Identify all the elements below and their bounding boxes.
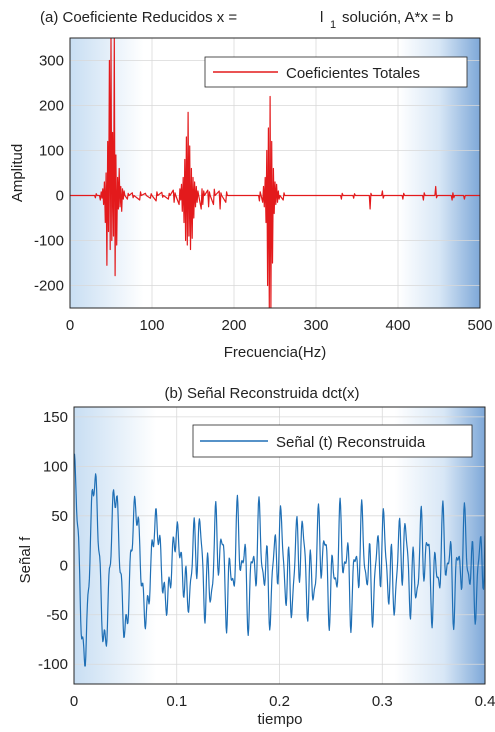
chart-b-axes-box bbox=[73, 406, 486, 685]
chart-0-ytick-label: 200 bbox=[39, 98, 64, 115]
chart-b-series-line bbox=[74, 453, 485, 667]
chart-1-xtick-label: 0.4 bbox=[475, 693, 495, 710]
chart-0-xtick-label: 300 bbox=[303, 317, 328, 334]
chart-b-legend: Señal (t) Reconstruida bbox=[192, 424, 473, 458]
chart-a-series-line bbox=[70, 38, 480, 308]
chart-a: (a) Coeficiente Reducidos x = l 1 soluci… bbox=[9, 9, 493, 361]
chart-a-axes-box bbox=[69, 37, 481, 309]
chart-1-ytick-label: -100 bbox=[38, 656, 68, 673]
chart-a-legend-box bbox=[204, 56, 468, 88]
chart-0-xtick-label: 500 bbox=[467, 317, 492, 334]
chart-1-xtick-label: 0.2 bbox=[269, 693, 290, 710]
chart-a-title-l1: l bbox=[320, 9, 323, 26]
chart-0-xtick-label: 100 bbox=[139, 317, 164, 334]
chart-0-ytick-label: -200 bbox=[34, 278, 64, 295]
chart-0-xtick-label: 0 bbox=[66, 317, 74, 334]
chart-0-ytick-label: 300 bbox=[39, 53, 64, 70]
chart-a-ticks: 0 100 200 300 400 500 -200 -100 0 100 200 300 bbox=[34, 53, 493, 335]
chart-1-ytick-label: 50 bbox=[51, 508, 68, 525]
chart-b-ticks: 0 0.1 0.2 0.3 0.4 -100 -50 0 50 100 150 bbox=[38, 409, 495, 710]
chart-a-legend-label: Coeficientes Totales bbox=[286, 65, 420, 82]
chart-0-ytick-label: 100 bbox=[39, 143, 64, 160]
chart-b-title: (b) Señal Reconstruida dct(x) bbox=[164, 385, 359, 402]
chart-b: (b) Señal Reconstruida dct(x) 0 0.1 0.2 0.3… bbox=[17, 385, 495, 728]
chart-0-ytick-label: 0 bbox=[56, 188, 64, 205]
chart-1-xtick-label: 0.1 bbox=[166, 693, 187, 710]
chart-1-ytick-label: 0 bbox=[60, 557, 68, 574]
chart-1-ytick-label: -50 bbox=[46, 607, 68, 624]
chart-1-ytick-label: 100 bbox=[43, 458, 68, 475]
chart-1-xtick-label: 0 bbox=[70, 693, 78, 710]
chart-a-title-sub: 1 bbox=[330, 19, 336, 31]
chart-1-xtick-label: 0.3 bbox=[372, 693, 393, 710]
chart-a-legend: Coeficientes Totales bbox=[204, 56, 468, 88]
chart-0-ytick-label: -100 bbox=[34, 233, 64, 250]
chart-1-ytick-label: 150 bbox=[43, 409, 68, 426]
chart-a-xlabel: Frecuencia(Hz) bbox=[224, 344, 327, 361]
chart-a-title-suffix: solución, A*x = b bbox=[342, 9, 453, 26]
chart-0-xtick-label: 200 bbox=[221, 317, 246, 334]
chart-b-legend-label: Señal (t) Reconstruida bbox=[276, 434, 426, 451]
chart-a-title-prefix: (a) Coeficiente Reducidos x = bbox=[40, 9, 237, 26]
chart-b-xlabel: tiempo bbox=[257, 711, 302, 728]
chart-b-ylabel: Señal f bbox=[17, 536, 34, 584]
chart-a-ylabel: Amplitud bbox=[9, 144, 26, 202]
chart-0-xtick-label: 400 bbox=[385, 317, 410, 334]
